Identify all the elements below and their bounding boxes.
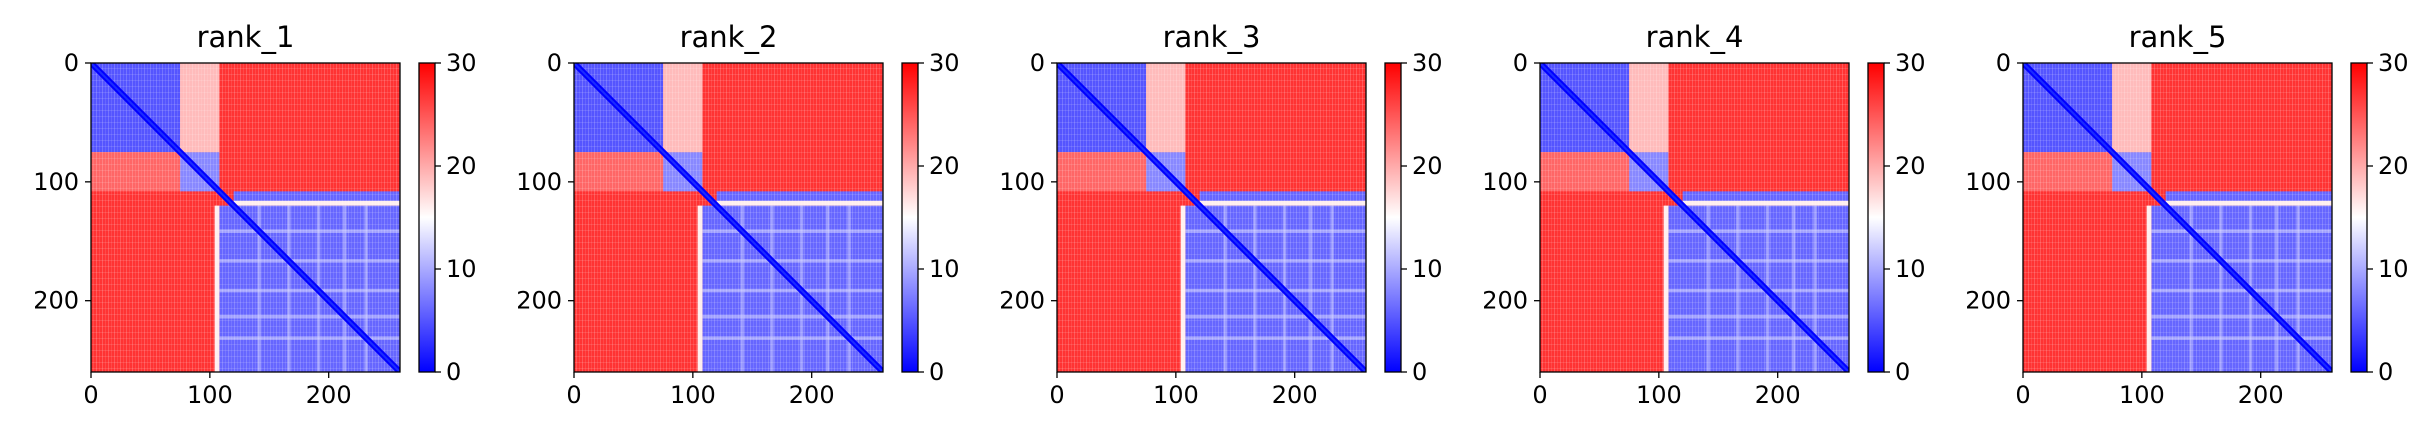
colorbar-tick-label: 10 bbox=[1895, 255, 1926, 283]
heatmap-panel-3: rank_3 0 100 200 0 100 200 0 10 20 30 bbox=[999, 20, 1442, 409]
colorbar bbox=[902, 63, 918, 372]
axes-frame bbox=[2022, 62, 2333, 373]
colorbar-tick-label: 30 bbox=[1895, 49, 1926, 77]
heatmap-diagonal-core bbox=[1540, 63, 1849, 372]
x-tick-label: 0 bbox=[1049, 381, 1064, 409]
colorbar-tick-label: 20 bbox=[2378, 152, 2409, 180]
x-tick-label: 200 bbox=[2238, 381, 2284, 409]
y-tick-label: 100 bbox=[999, 168, 1045, 196]
colorbar-tick-label: 10 bbox=[929, 255, 960, 283]
panel-title: rank_4 bbox=[1646, 20, 1744, 54]
colorbar-frame bbox=[901, 62, 919, 373]
y-tick-label: 200 bbox=[1482, 287, 1528, 315]
colorbar-tick-label: 20 bbox=[446, 152, 477, 180]
panel-title: rank_3 bbox=[1163, 20, 1261, 54]
y-tick-label: 200 bbox=[999, 287, 1045, 315]
colorbar-frame bbox=[418, 62, 436, 373]
colorbar-frame bbox=[1867, 62, 1885, 373]
colorbar-tick-label: 30 bbox=[446, 49, 477, 77]
y-tick-label: 0 bbox=[1996, 49, 2011, 77]
colorbar-tick-label: 0 bbox=[1412, 358, 1427, 386]
colorbar-tick-label: 10 bbox=[1412, 255, 1443, 283]
heatmap-diagonal-core bbox=[2023, 63, 2332, 372]
y-tick-label: 100 bbox=[516, 168, 562, 196]
x-tick-label: 100 bbox=[187, 381, 233, 409]
colorbar-tick-label: 20 bbox=[1412, 152, 1443, 180]
x-tick-label: 200 bbox=[1272, 381, 1318, 409]
colorbar bbox=[2351, 63, 2367, 372]
x-tick-label: 100 bbox=[1153, 381, 1199, 409]
axes-frame bbox=[1539, 62, 1850, 373]
colorbar-frame bbox=[2350, 62, 2368, 373]
colorbar-tick-label: 30 bbox=[1412, 49, 1443, 77]
heatmap-image bbox=[574, 63, 883, 372]
y-tick-label: 200 bbox=[516, 287, 562, 315]
x-tick-label: 0 bbox=[566, 381, 581, 409]
x-tick-label: 100 bbox=[1636, 381, 1682, 409]
axes-frame bbox=[1056, 62, 1367, 373]
colorbar-tick-label: 10 bbox=[446, 255, 477, 283]
colorbar-tick-label: 0 bbox=[2378, 358, 2393, 386]
heatmap-panel-1: rank_1 0 100 200 0 100 200 0 10 20 30 bbox=[33, 20, 476, 409]
x-tick-label: 0 bbox=[1532, 381, 1547, 409]
colorbar-tick-label: 10 bbox=[2378, 255, 2409, 283]
colorbar-tick-label: 30 bbox=[929, 49, 960, 77]
heatmap-image bbox=[2023, 63, 2332, 372]
panel-title: rank_1 bbox=[197, 20, 295, 54]
x-tick-label: 100 bbox=[2119, 381, 2165, 409]
heatmap-image bbox=[91, 63, 400, 372]
colorbar bbox=[1868, 63, 1884, 372]
heatmap-diagonal-core bbox=[1057, 63, 1366, 372]
heatmap-panel-5: rank_5 0 100 200 0 100 200 0 10 20 30 bbox=[1965, 20, 2408, 409]
y-tick-label: 200 bbox=[33, 287, 79, 315]
x-tick-label: 0 bbox=[2015, 381, 2030, 409]
colorbar-tick-label: 30 bbox=[2378, 49, 2409, 77]
colorbar-frame bbox=[1384, 62, 1402, 373]
colorbar-tick-label: 0 bbox=[1895, 358, 1910, 386]
y-tick-label: 0 bbox=[547, 49, 562, 77]
x-tick-label: 200 bbox=[789, 381, 835, 409]
y-tick-label: 0 bbox=[1030, 49, 1045, 77]
y-tick-label: 0 bbox=[64, 49, 79, 77]
y-tick-label: 100 bbox=[1965, 168, 2011, 196]
panel-title: rank_5 bbox=[2129, 20, 2227, 54]
axes-frame bbox=[90, 62, 401, 373]
colorbar bbox=[419, 63, 435, 372]
colorbar-tick-label: 20 bbox=[1895, 152, 1926, 180]
heatmap-panel-4: rank_4 0 100 200 0 100 200 0 10 20 30 bbox=[1482, 20, 1925, 409]
heatmap-image bbox=[1057, 63, 1366, 372]
heatmap-panel-2: rank_2 0 100 200 0 100 200 0 10 20 30 bbox=[516, 20, 959, 409]
colorbar bbox=[1385, 63, 1401, 372]
y-tick-label: 200 bbox=[1965, 287, 2011, 315]
x-tick-label: 100 bbox=[670, 381, 716, 409]
heatmap-image bbox=[1540, 63, 1849, 372]
x-tick-label: 0 bbox=[83, 381, 98, 409]
axes-frame bbox=[573, 62, 884, 373]
x-tick-label: 200 bbox=[1755, 381, 1801, 409]
colorbar-tick-label: 0 bbox=[929, 358, 944, 386]
heatmap-diagonal-core bbox=[91, 63, 400, 372]
x-tick-label: 200 bbox=[306, 381, 352, 409]
y-tick-label: 100 bbox=[1482, 168, 1528, 196]
heatmap-diagonal-core bbox=[574, 63, 883, 372]
colorbar-tick-label: 20 bbox=[929, 152, 960, 180]
panel-title: rank_2 bbox=[680, 20, 778, 54]
colorbar-tick-label: 0 bbox=[446, 358, 461, 386]
y-tick-label: 100 bbox=[33, 168, 79, 196]
y-tick-label: 0 bbox=[1513, 49, 1528, 77]
